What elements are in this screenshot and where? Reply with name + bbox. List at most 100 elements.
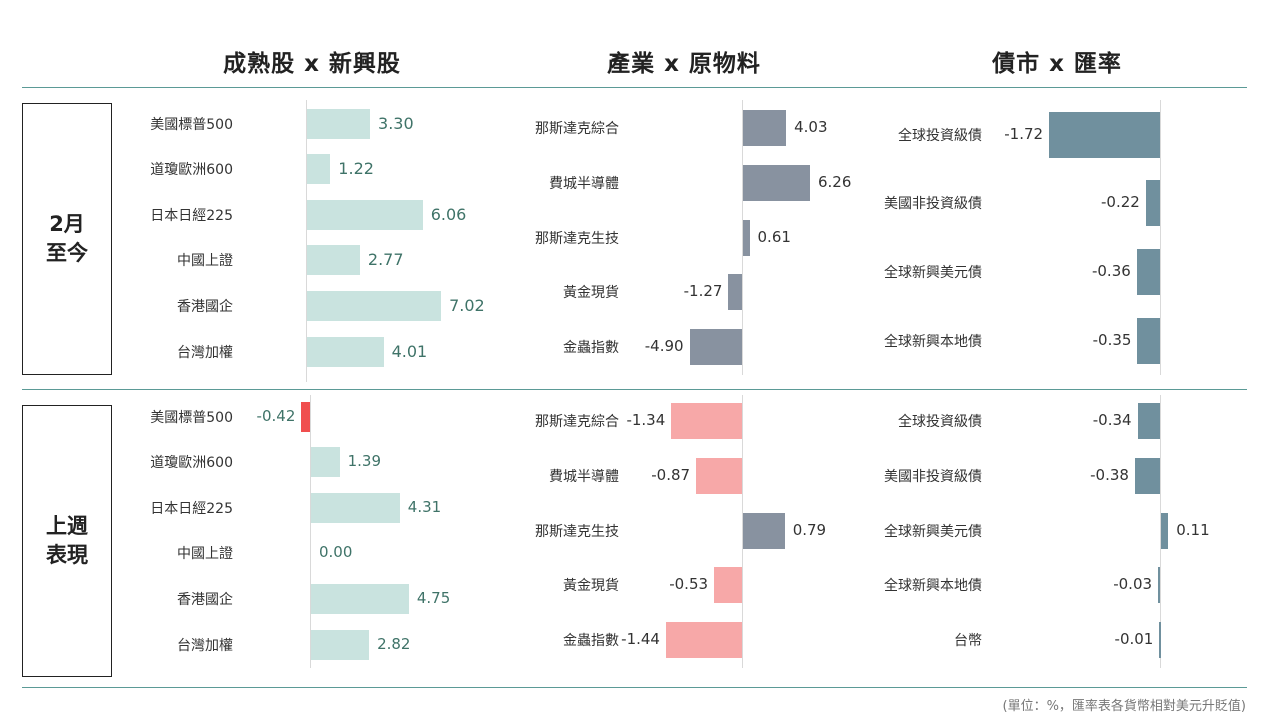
category-label: 中國上證: [177, 253, 233, 269]
category-label: 全球新興美元債: [884, 265, 982, 281]
category-label: 那斯達克綜合: [535, 121, 619, 137]
category-label: 那斯達克綜合: [535, 414, 619, 430]
footnote: (單位：%，匯率表各貨幣相對美元升貶值): [1002, 699, 1247, 714]
bar: [689, 329, 742, 365]
bar: [1145, 180, 1160, 226]
bar: [311, 584, 409, 614]
value-label: -4.90: [644, 337, 684, 355]
value-label: 1.39: [347, 452, 382, 470]
period-lastweek-line2: 表現: [46, 543, 88, 567]
category-label: 台灣加權: [177, 345, 233, 361]
bar: [307, 200, 423, 230]
bar: [1159, 622, 1161, 658]
value-label: 7.02: [449, 296, 485, 315]
period-ytd-line1: 2月: [49, 212, 85, 236]
value-label: -0.42: [256, 407, 296, 425]
bar: [1136, 249, 1160, 295]
bar: [665, 622, 742, 658]
value-label: 0.79: [792, 521, 827, 539]
value-label: -0.22: [1101, 193, 1140, 211]
value-label: 1.22: [338, 159, 374, 178]
category-label: 美國非投資級債: [884, 469, 982, 485]
bar: [307, 109, 371, 139]
category-label: 香港國企: [177, 592, 233, 608]
bar: [307, 291, 442, 321]
zero-axis: [742, 100, 743, 375]
bar: [311, 447, 340, 477]
period-box-lastweek: 上週 表現: [22, 405, 112, 677]
header-sectors: 產業 x 原物料: [607, 51, 761, 77]
period-box-ytd: 2月 至今: [22, 103, 112, 375]
bar: [714, 567, 742, 603]
bar: [307, 154, 331, 184]
category-label: 全球投資級債: [898, 414, 982, 430]
category-label: 金蟲指數: [563, 633, 619, 649]
category-label: 道瓊歐洲600: [150, 455, 233, 471]
bar: [696, 458, 742, 494]
value-label: 6.26: [817, 173, 852, 191]
value-label: 0.00: [319, 543, 353, 561]
header-equities: 成熟股 x 新興股: [223, 51, 401, 77]
category-label: 中國上證: [177, 546, 233, 562]
category-label: 金蟲指數: [563, 340, 619, 356]
category-label: 黃金現貨: [563, 285, 619, 301]
value-label: 6.06: [430, 205, 467, 224]
period-lastweek-line1: 上週: [46, 514, 88, 538]
value-label: -0.01: [1114, 630, 1154, 648]
zero-axis: [1160, 100, 1161, 375]
bar: [1158, 567, 1160, 603]
divider-top: [22, 87, 1247, 88]
value-label: -0.34: [1092, 411, 1132, 429]
category-label: 費城半導體: [549, 176, 619, 192]
category-label: 全球新興本地債: [884, 334, 982, 350]
value-label: -1.72: [1004, 125, 1044, 143]
category-label: 費城半導體: [549, 469, 619, 485]
value-label: -0.53: [669, 575, 709, 593]
divider-middle: [22, 389, 1247, 390]
divider-bottom: [22, 687, 1247, 688]
bar: [1134, 458, 1160, 494]
category-label: 全球新興美元債: [884, 524, 982, 540]
bar: [743, 220, 750, 256]
value-label: -0.35: [1092, 331, 1132, 349]
value-label: 3.30: [378, 114, 414, 133]
bar: [1137, 403, 1160, 439]
category-label: 那斯達克生技: [535, 524, 619, 540]
bar: [1049, 112, 1160, 158]
header-bonds-fx: 債市 x 匯率: [992, 51, 1122, 77]
category-label: 台幣: [954, 633, 982, 649]
value-label: -1.44: [621, 630, 660, 648]
category-label: 全球新興本地債: [884, 578, 982, 594]
bar: [1161, 513, 1169, 549]
value-label: -1.34: [626, 411, 666, 429]
category-label: 那斯達克生技: [535, 231, 619, 247]
value-label: 2.82: [377, 635, 411, 653]
value-label: -0.36: [1091, 262, 1131, 280]
bar: [728, 274, 742, 310]
value-label: -0.38: [1090, 466, 1129, 484]
bar: [311, 630, 370, 660]
bar: [307, 245, 360, 275]
value-label: -1.27: [683, 282, 723, 300]
value-label: 4.01: [391, 342, 428, 361]
bar: [743, 165, 810, 201]
value-label: -0.03: [1113, 575, 1153, 593]
category-label: 黃金現貨: [563, 578, 619, 594]
bar: [743, 513, 785, 549]
bar: [311, 493, 400, 523]
category-label: 美國標普500: [150, 117, 233, 133]
value-label: 4.31: [407, 498, 442, 516]
category-label: 道瓊歐洲600: [150, 162, 233, 178]
zero-axis: [1160, 395, 1161, 668]
period-ytd-line2: 至今: [46, 241, 88, 265]
value-label: 4.75: [416, 589, 451, 607]
category-label: 台灣加權: [177, 638, 233, 654]
zero-axis: [310, 395, 311, 668]
bar: [1137, 318, 1160, 364]
bar: [301, 402, 310, 432]
bar: [307, 337, 384, 367]
category-label: 美國標普500: [150, 410, 233, 426]
category-label: 日本日經225: [150, 208, 233, 224]
value-label: 0.61: [757, 228, 791, 246]
category-label: 全球投資級債: [898, 128, 982, 144]
